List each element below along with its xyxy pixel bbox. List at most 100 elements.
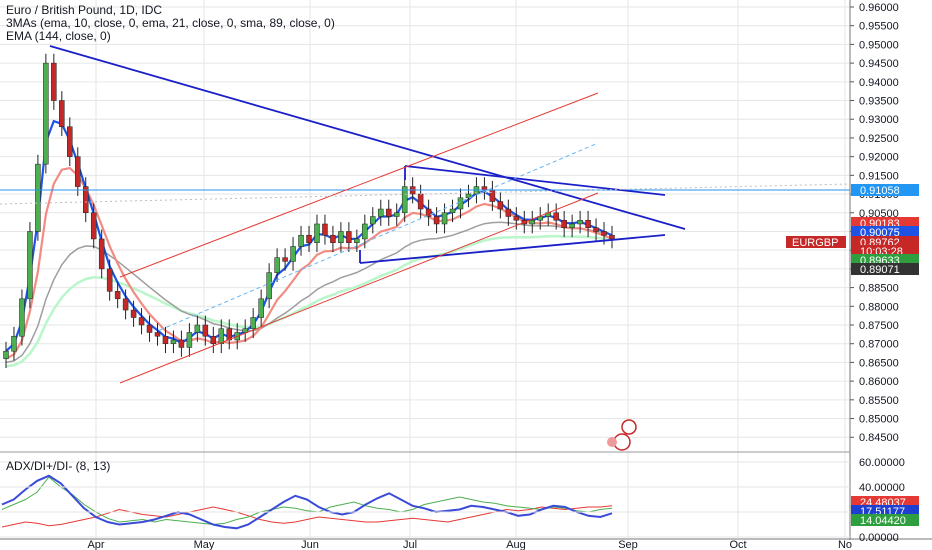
x-tick-label: Jul bbox=[403, 539, 417, 550]
y-tick-label: 0.92500 bbox=[859, 133, 899, 145]
candle-body bbox=[242, 328, 248, 333]
ind-tick-label: 0.00000 bbox=[859, 532, 899, 544]
symbol-badge-box bbox=[786, 236, 846, 248]
candle-body bbox=[330, 234, 336, 243]
candle-body bbox=[513, 216, 520, 221]
y-tick-label: 0.88000 bbox=[859, 301, 899, 313]
candle-body bbox=[114, 291, 121, 300]
sma89-line bbox=[5, 221, 613, 364]
candle-body bbox=[505, 208, 512, 217]
y-tick-label: 0.87500 bbox=[859, 320, 899, 332]
candle-body bbox=[433, 216, 440, 225]
chart-title: Euro / British Pound, 1D, IDC bbox=[6, 3, 163, 17]
y-tick-label: 0.93000 bbox=[859, 114, 899, 126]
candle-body bbox=[601, 231, 607, 236]
channel-median bbox=[159, 142, 599, 331]
indicator-axis: 60.0000040.0000020.000000.0000024.480371… bbox=[0, 457, 919, 544]
grid bbox=[0, 0, 850, 538]
y-tick-label: 0.85500 bbox=[859, 395, 899, 407]
candle-body bbox=[59, 100, 65, 127]
candle-body bbox=[441, 212, 448, 225]
event-flag-icon bbox=[607, 437, 617, 447]
candle-body bbox=[417, 193, 424, 210]
symbol-badge: EURGBP bbox=[792, 237, 838, 249]
x-tick-label: Jun bbox=[301, 539, 319, 550]
triangle-upper bbox=[404, 165, 666, 196]
candle-body bbox=[27, 231, 33, 300]
candle-body bbox=[130, 309, 137, 318]
candle-body bbox=[497, 201, 504, 210]
event-markers bbox=[607, 419, 637, 451]
price-label-box bbox=[851, 226, 919, 238]
candle-body bbox=[537, 216, 543, 221]
candle-body bbox=[425, 208, 432, 217]
candle-body bbox=[90, 212, 97, 240]
x-tick-label: May bbox=[194, 539, 215, 550]
ema-legend: EMA (144, close, 0) bbox=[6, 29, 111, 43]
candle-body bbox=[306, 234, 312, 243]
x-tick-label: Apr bbox=[87, 539, 104, 550]
candle-body bbox=[561, 219, 567, 228]
indicator-legend: ADX/DI+/DI- (8, 13) bbox=[6, 459, 111, 473]
y-tick-label: 0.93500 bbox=[859, 96, 899, 108]
candle-body bbox=[11, 335, 17, 352]
y-tick-label: 0.96000 bbox=[859, 2, 899, 14]
candle-body bbox=[401, 186, 408, 214]
y-tick-label: 0.91500 bbox=[859, 170, 899, 182]
candle-body bbox=[609, 234, 615, 240]
candle-body bbox=[75, 156, 81, 187]
price-labels: 0.910580.901830.900750.8976210:03:280.89… bbox=[786, 184, 919, 276]
y-tick-label: 0.95000 bbox=[859, 39, 899, 51]
candle-body bbox=[385, 208, 392, 217]
candle-body bbox=[338, 231, 344, 243]
candle-body bbox=[362, 223, 368, 240]
channel-upper bbox=[119, 92, 599, 278]
candle-body bbox=[162, 335, 169, 344]
price-label-box bbox=[851, 263, 919, 275]
candle-body bbox=[178, 339, 185, 348]
candle-body bbox=[577, 219, 583, 225]
candle-body bbox=[3, 350, 9, 359]
candle-body bbox=[553, 212, 559, 221]
candle-body bbox=[194, 324, 201, 333]
price-axis: 0.96000 0.95500 0.95000 0.94500 0.94000 0.935… bbox=[0, 0, 899, 540]
y-tick-label: 0.94500 bbox=[859, 58, 899, 70]
y-tick-label: 0.84500 bbox=[859, 432, 899, 444]
ind-value-box bbox=[851, 514, 919, 526]
y-tick-label: 0.92000 bbox=[859, 152, 899, 164]
candle-body bbox=[569, 223, 575, 228]
candle-body bbox=[210, 335, 217, 344]
candle-body bbox=[186, 332, 193, 348]
y-tick-label: 0.95500 bbox=[859, 21, 899, 33]
candle-body bbox=[282, 257, 288, 262]
candle-body bbox=[218, 328, 225, 344]
ema144-line bbox=[5, 234, 613, 368]
candle-body bbox=[82, 186, 89, 214]
candle-body bbox=[98, 238, 105, 270]
price-label-text: 0.91058 bbox=[860, 185, 900, 197]
candle-body bbox=[258, 298, 264, 318]
x-tick-label: No bbox=[838, 539, 852, 550]
x-tick-label: Aug bbox=[506, 539, 526, 550]
candle-body bbox=[298, 234, 304, 247]
candle-body bbox=[170, 339, 177, 344]
y-tick-label: 0.87000 bbox=[859, 339, 899, 351]
time-axis: Apr May Jun Jul Aug Sep Oct No bbox=[0, 538, 932, 550]
ind-value-text: 14.04420 bbox=[860, 515, 906, 527]
descending-trendline bbox=[49, 45, 686, 230]
candles bbox=[3, 53, 615, 369]
candle-body bbox=[35, 163, 41, 232]
dotted-line bbox=[0, 183, 851, 205]
candle-body bbox=[346, 231, 352, 243]
candle-body bbox=[138, 317, 145, 326]
ma-legend: 3MAs (ema, 10, close, 0, ema, 21, close,… bbox=[6, 16, 335, 30]
candle-body bbox=[314, 223, 320, 243]
candle-body bbox=[585, 219, 591, 228]
y-tick-label: 0.86500 bbox=[859, 357, 899, 369]
x-tick-label: Sep bbox=[618, 539, 638, 550]
ind-tick-label: 40.00000 bbox=[859, 482, 905, 494]
candle-body bbox=[593, 227, 599, 232]
price-label-box bbox=[851, 184, 919, 196]
